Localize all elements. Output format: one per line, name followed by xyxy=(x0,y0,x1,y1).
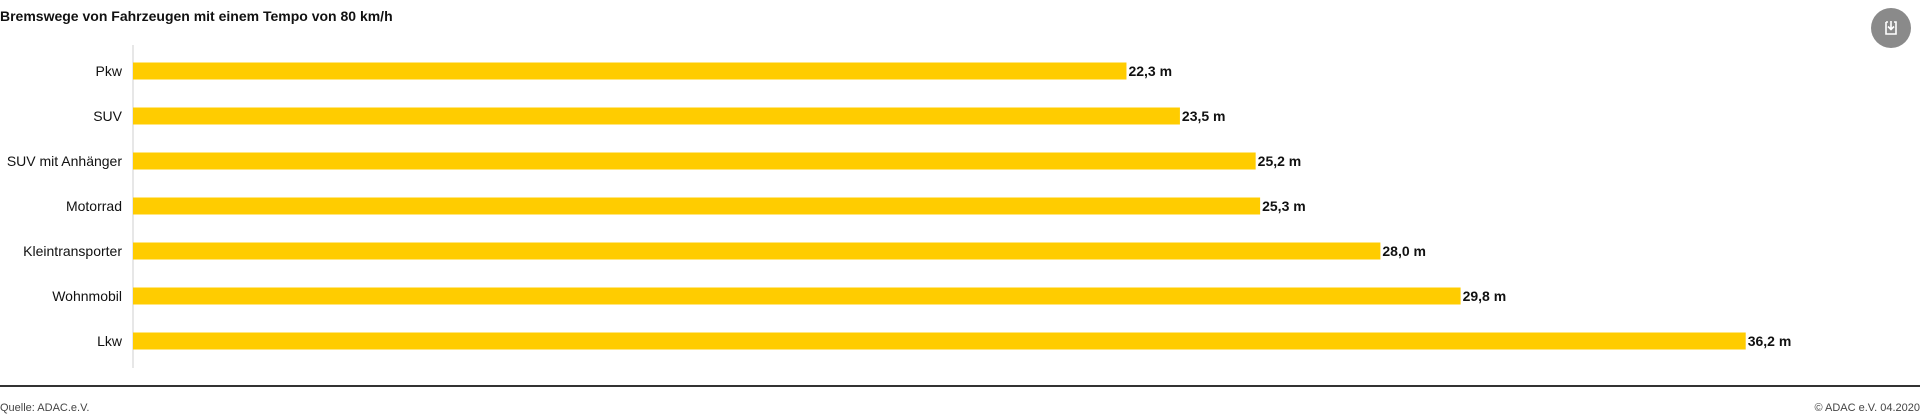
value-label: 25,3 m xyxy=(1262,198,1306,214)
copyright-note: © ADAC e.V. 04.2020 xyxy=(1814,402,1920,414)
value-label: 23,5 m xyxy=(1182,108,1226,124)
bar-0 xyxy=(133,62,1127,80)
chart-svg: Pkw 22,3 m SUV 23,5 m SUV mit Anhänger 25,2 m… xyxy=(7,45,1792,368)
value-label: 28,0 m xyxy=(1382,243,1426,259)
bar-1 xyxy=(133,107,1180,125)
category-label: SUV xyxy=(93,108,122,124)
download-button[interactable] xyxy=(1871,8,1911,48)
value-label: 29,8 m xyxy=(1463,288,1507,304)
bar-6 xyxy=(133,332,1746,350)
category-label: Kleintransporter xyxy=(23,243,122,259)
value-label: 22,3 m xyxy=(1128,63,1172,79)
bar-3 xyxy=(133,197,1261,215)
category-label: Pkw xyxy=(96,63,123,79)
bar-2 xyxy=(133,152,1256,170)
category-label: Motorrad xyxy=(66,198,122,214)
bar-4 xyxy=(133,242,1381,260)
bar-chart: Pkw 22,3 m SUV 23,5 m SUV mit Anhänger 25,2 m… xyxy=(7,45,1792,368)
chart-title: Bremswege von Fahrzeugen mit einem Tempo… xyxy=(0,8,393,24)
category-label: Wohnmobil xyxy=(52,288,122,304)
value-label: 25,2 m xyxy=(1258,153,1302,169)
value-label: 36,2 m xyxy=(1748,333,1792,349)
footer-divider xyxy=(0,385,1920,387)
download-icon xyxy=(1885,21,1897,35)
bar-5 xyxy=(133,287,1461,305)
category-label: SUV mit Anhänger xyxy=(7,153,123,169)
category-label: Lkw xyxy=(97,333,123,349)
source-note: Quelle: ADAC.e.V. xyxy=(0,402,90,414)
